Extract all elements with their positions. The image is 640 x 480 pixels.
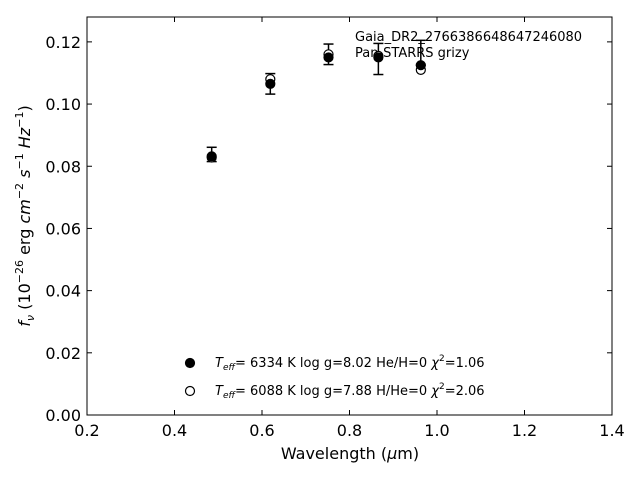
x-axis-label: Wavelength (μm) [281,444,419,463]
annotation-object-id: Gaia_DR2_2766386648647246080 [355,30,582,45]
point-model-a [415,60,426,71]
legend-label-1: Teff= 6334 K log g=8.02 He/H=0 χ2=1.06 [215,354,485,373]
y-axis-label: fν (10−26 erg cm−2 s−1 Hz−1) [13,105,37,326]
y-tick-label: 0.12 [45,33,81,52]
x-tick-label: 0.8 [337,421,362,440]
x-tick-label: 1.4 [599,421,624,440]
y-tick-label: 0.06 [45,219,81,238]
y-tick-label: 0.04 [45,282,81,301]
annotation-survey: Pan-STARRS grizy [355,46,470,61]
point-model-a [323,52,334,63]
x-axis-ticks: 0.2 0.4 0.6 0.8 1.0 1.2 1.4 [74,17,625,440]
point-model-a [206,151,217,162]
y-tick-label: 0.08 [45,157,81,176]
legend-marker-open [184,385,196,397]
y-tick-label: 0.00 [45,406,81,425]
point-model-a [265,78,276,89]
y-tick-label: 0.02 [45,344,81,363]
x-tick-label: 1.2 [512,421,537,440]
y-axis-ticks: 0.00 0.02 0.04 0.06 0.08 0.10 0.12 [45,33,612,425]
legend-label-2: Teff= 6088 K log g=7.88 H/He=0 χ2=2.06 [215,382,485,401]
legend-marker-filled [184,357,196,369]
x-tick-label: 0.2 [74,421,99,440]
legend: Teff= 6334 K log g=8.02 He/H=0 χ2=1.06 T… [184,354,485,401]
data-points [206,49,426,163]
x-tick-label: 0.4 [162,421,187,440]
x-tick-label: 1.0 [424,421,449,440]
point-model-a [373,52,384,63]
y-tick-label: 0.10 [45,95,81,114]
x-tick-label: 0.6 [249,421,274,440]
